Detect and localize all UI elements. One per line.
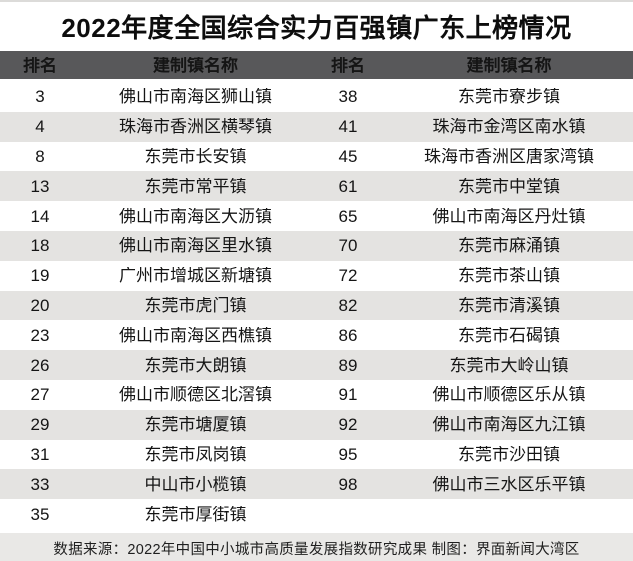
rank-cell-right: 98: [338, 475, 358, 493]
rank-cell-right: 89: [338, 356, 358, 374]
rank-cell-left: 23: [30, 326, 50, 344]
source-note: 数据来源：2022年中国中小城市高质量发展指数研究成果 制图：界面新闻大湾区: [0, 533, 633, 561]
rank-cell-right: 92: [338, 416, 358, 434]
town-cell-left: 东莞市虎门镇: [144, 296, 247, 314]
town-cell-right: 东莞市沙田镇: [458, 445, 560, 463]
town-cell-right: 东莞市清溪镇: [458, 296, 560, 314]
column-header-town-left: 建制镇名称: [153, 56, 238, 74]
town-cell-left: 东莞市厚街镇: [144, 505, 247, 523]
table-row: 3 佛山市南海区狮山镇 38 东莞市寮步镇: [0, 82, 633, 112]
rank-cell-right: 38: [338, 88, 358, 106]
rank-cell-right: 86: [338, 326, 358, 344]
rank-cell-left: 29: [30, 416, 50, 434]
town-cell-right: 佛山市三水区乐平镇: [432, 475, 586, 493]
table-row: 18 佛山市南海区里水镇 70 东莞市麻涌镇: [0, 230, 633, 261]
rank-cell-left: 35: [30, 505, 50, 523]
rank-cell-right: 91: [338, 386, 358, 404]
rank-cell-left: 8: [35, 147, 45, 165]
rank-cell-left: 13: [30, 177, 50, 195]
town-cell-left: 中山市小榄镇: [144, 475, 247, 493]
rank-cell-left: 27: [30, 386, 50, 404]
town-cell-right: 佛山市南海区丹灶镇: [432, 207, 586, 225]
town-cell-left: 广州市增城区新塘镇: [119, 267, 272, 285]
rank-cell-left: 19: [30, 267, 50, 285]
table-row: 29 东莞市塘厦镇 92 佛山市南海区九江镇: [0, 409, 633, 440]
rank-cell-right: 82: [338, 296, 358, 314]
town-cell-left: 佛山市南海区狮山镇: [119, 88, 272, 106]
rank-cell-left: 3: [35, 88, 45, 106]
table-row: 26 东莞市大朗镇 89 东莞市大岭山镇: [0, 350, 633, 380]
table-body: 3 佛山市南海区狮山镇 38 东莞市寮步镇 4 珠海市香洲区横琴镇 41 珠海市金湾区南水镇 8…: [0, 82, 633, 529]
town-cell-left: 东莞市常平镇: [144, 177, 247, 195]
town-cell-right: 东莞市茶山镇: [458, 267, 560, 285]
column-header-town-right: 建制镇名称: [466, 56, 552, 74]
footer-gap: [0, 529, 633, 533]
rank-cell-right: 65: [338, 207, 358, 225]
page-title: 2022年度全国综合实力百强镇广东上榜情况: [61, 13, 572, 43]
town-cell-right: 东莞市寮步镇: [458, 88, 560, 106]
town-cell-left: 佛山市南海区大沥镇: [119, 207, 272, 225]
column-header-rank-right: 排名: [331, 56, 365, 74]
table-row: 20 东莞市虎门镇 82 东莞市清溪镇: [0, 290, 633, 321]
town-cell-right: 东莞市石碣镇: [458, 326, 560, 344]
town-cell-right: 东莞市中堂镇: [458, 177, 560, 195]
town-cell-right: 珠海市金湾区南水镇: [432, 118, 586, 136]
rank-cell-left: 18: [30, 237, 50, 255]
town-cell-right: 佛山市顺德区乐从镇: [432, 386, 586, 404]
rank-cell-right: 41: [338, 118, 358, 136]
town-cell-left: 东莞市塘厦镇: [144, 416, 247, 434]
header-gap: [0, 79, 633, 82]
table-row: 27 佛山市顺德区北滘镇 91 佛山市顺德区乐从镇: [0, 379, 633, 410]
table-row: 33 中山市小榄镇 98 佛山市三水区乐平镇: [0, 469, 633, 500]
table-row: 8 东莞市长安镇 45 珠海市香洲区唐家湾镇: [0, 141, 633, 172]
column-header-rank-left: 排名: [23, 56, 57, 74]
table-row: 14 佛山市南海区大沥镇 65 佛山市南海区丹灶镇: [0, 201, 633, 231]
rank-cell-left: 31: [30, 445, 50, 463]
rank-cell-right: 70: [338, 237, 358, 255]
table-header-row: 排名 建制镇名称 排名 建制镇名称: [0, 51, 633, 79]
town-cell-left: 珠海市香洲区横琴镇: [119, 118, 272, 136]
rank-cell-left: 4: [35, 118, 45, 136]
table-row: 4 珠海市香洲区横琴镇 41 珠海市金湾区南水镇: [0, 111, 633, 142]
town-cell-left: 东莞市大朗镇: [144, 356, 247, 374]
rank-cell-right: 45: [338, 147, 358, 165]
town-cell-left: 佛山市南海区里水镇: [119, 237, 272, 255]
town-cell-left: 东莞市凤岗镇: [144, 445, 247, 463]
town-cell-right: 东莞市大岭山镇: [449, 356, 569, 374]
rank-cell-right: 61: [338, 177, 358, 195]
table-row: 35 东莞市厚街镇: [0, 499, 633, 529]
town-cell-left: 佛山市南海区西樵镇: [119, 326, 272, 344]
rank-cell-left: 33: [30, 475, 50, 493]
town-cell-left: 东莞市长安镇: [144, 147, 247, 165]
rank-cell-right: 72: [338, 267, 358, 285]
town-cell-right: 珠海市香洲区唐家湾镇: [424, 147, 594, 165]
town-cell-right: 东莞市麻涌镇: [458, 237, 560, 255]
town-cell-left: 佛山市顺德区北滘镇: [119, 386, 272, 404]
title-bar: 2022年度全国综合实力百强镇广东上榜情况: [0, 2, 633, 51]
rank-cell-right: 95: [338, 445, 358, 463]
table-row: 13 东莞市常平镇 61 东莞市中堂镇: [0, 171, 633, 202]
rank-cell-left: 20: [30, 296, 50, 314]
rank-cell-left: 14: [30, 207, 50, 225]
table-row: 19 广州市增城区新塘镇 72 东莞市茶山镇: [0, 260, 633, 291]
table-row: 23 佛山市南海区西樵镇 86 东莞市石碣镇: [0, 320, 633, 351]
table-row: 31 东莞市凤岗镇 95 东莞市沙田镇: [0, 439, 633, 470]
rank-cell-left: 26: [30, 356, 50, 374]
town-cell-right: 佛山市南海区九江镇: [432, 416, 586, 434]
